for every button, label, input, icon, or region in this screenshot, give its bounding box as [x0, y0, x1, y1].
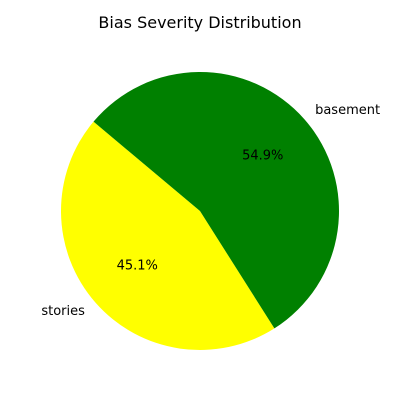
- pie-pct-basement: 54.9%: [242, 149, 283, 164]
- pie-labels: stories 45.1% basement 54.9%: [41, 103, 380, 319]
- pie-slice-stories: [60, 121, 275, 351]
- pie-label-basement: basement: [315, 103, 380, 118]
- chart-title: Bias Severity Distribution: [98, 13, 301, 32]
- pie-slices: [60, 72, 339, 351]
- pie-label-stories: stories: [41, 304, 85, 319]
- pie-slice-basement: [93, 72, 339, 329]
- pie-pct-stories: 45.1%: [117, 258, 158, 273]
